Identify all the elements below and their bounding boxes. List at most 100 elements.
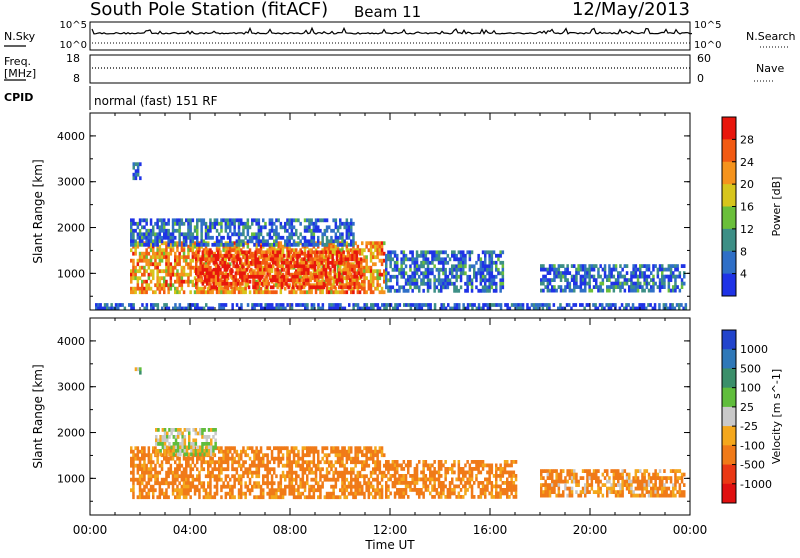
echo-cell xyxy=(573,282,576,286)
echo-cell xyxy=(170,457,173,461)
echo-cell xyxy=(343,243,346,247)
echo-cell xyxy=(335,450,338,454)
echo-cell xyxy=(204,268,207,272)
echo-cell xyxy=(210,449,213,453)
echo-cell xyxy=(161,478,164,482)
echo-cell xyxy=(340,254,343,258)
echo-cell xyxy=(420,261,423,265)
echo-cell xyxy=(422,257,425,261)
echo-cell xyxy=(301,264,304,268)
echo-cell xyxy=(370,259,373,263)
echo-cell xyxy=(340,275,343,279)
echo-cell xyxy=(679,289,682,293)
echo-cell xyxy=(277,495,280,499)
echo-cell xyxy=(201,449,204,453)
echo-cell xyxy=(326,453,329,457)
echo-cell xyxy=(189,266,192,270)
echo-cell xyxy=(253,471,256,475)
echo-cell xyxy=(654,282,657,286)
echo-cell xyxy=(189,485,192,489)
echo-cell xyxy=(392,257,395,261)
echo-cell xyxy=(227,467,230,471)
echo-cell xyxy=(145,492,148,496)
echo-cell xyxy=(264,453,267,457)
echo-cell xyxy=(626,271,629,275)
echo-cell xyxy=(385,282,388,286)
echo-cell xyxy=(480,282,483,286)
echo-cell xyxy=(133,166,136,170)
echo-cell xyxy=(159,229,162,233)
echo-cell xyxy=(298,278,301,282)
echo-cell xyxy=(189,232,192,236)
echo-cell xyxy=(271,222,274,226)
echo-cell xyxy=(167,290,170,294)
echo-cell xyxy=(206,449,209,453)
echo-cell xyxy=(436,478,439,482)
echo-cell xyxy=(200,464,203,468)
echo-cell xyxy=(595,282,598,286)
echo-cell xyxy=(145,467,148,471)
echo-cell xyxy=(326,243,329,247)
echo-cell xyxy=(299,232,302,236)
echo-cell xyxy=(353,275,356,279)
echo-cell xyxy=(150,488,153,492)
echo-cell xyxy=(172,478,175,482)
echo-cell xyxy=(291,222,294,226)
echo-cell xyxy=(379,269,382,273)
echo-cell xyxy=(431,271,434,275)
echo-cell xyxy=(372,255,375,259)
echo-cell xyxy=(354,241,357,245)
echo-cell xyxy=(139,176,142,180)
echo-cell xyxy=(291,478,294,482)
echo-cell xyxy=(403,495,406,499)
echo-cell xyxy=(170,481,173,485)
echo-cell xyxy=(453,268,456,272)
echo-cell xyxy=(238,232,241,236)
echo-cell xyxy=(482,250,485,254)
echo-cell xyxy=(431,464,434,468)
nsearch-label: N.Search xyxy=(746,30,796,43)
echo-cell xyxy=(215,268,218,272)
echo-cell xyxy=(323,264,326,268)
echo-cell xyxy=(591,264,594,268)
echo-cell xyxy=(297,464,300,468)
echo-cell xyxy=(215,264,218,268)
echo-cell xyxy=(462,254,465,258)
echo-cell xyxy=(444,268,447,272)
echo-cell xyxy=(179,446,182,450)
echo-cell xyxy=(181,474,184,478)
echo-cell xyxy=(185,488,188,492)
echo-cell xyxy=(181,446,184,450)
echo-cell xyxy=(298,285,301,289)
echo-cell xyxy=(440,464,443,468)
echo-cell xyxy=(650,289,653,293)
echo-cell xyxy=(381,446,384,450)
echo-cell xyxy=(251,303,254,307)
echo-cell xyxy=(444,261,447,265)
echo-cell xyxy=(453,282,456,286)
echo-cell xyxy=(216,481,219,485)
echo-cell xyxy=(154,232,157,236)
echo-cell xyxy=(137,222,140,226)
echo-cell xyxy=(608,271,611,275)
echo-cell xyxy=(244,225,247,229)
echo-cell xyxy=(178,467,181,471)
echo-cell xyxy=(137,269,140,273)
echo-cell xyxy=(282,492,285,496)
echo-cell xyxy=(280,303,283,307)
echo-cell xyxy=(458,257,461,261)
echo-cell xyxy=(148,259,151,263)
echo-cell xyxy=(301,285,304,289)
echo-cell xyxy=(249,280,252,284)
echo-cell xyxy=(184,439,187,443)
echo-cell xyxy=(374,478,377,482)
echo-cell xyxy=(314,264,317,268)
echo-cell xyxy=(453,485,456,489)
echo-cell xyxy=(185,474,188,478)
echo-cell xyxy=(427,467,430,471)
echo-cell xyxy=(449,492,452,496)
echo-cell xyxy=(341,485,344,489)
echo-cell xyxy=(282,446,285,450)
echo-cell xyxy=(351,282,354,286)
